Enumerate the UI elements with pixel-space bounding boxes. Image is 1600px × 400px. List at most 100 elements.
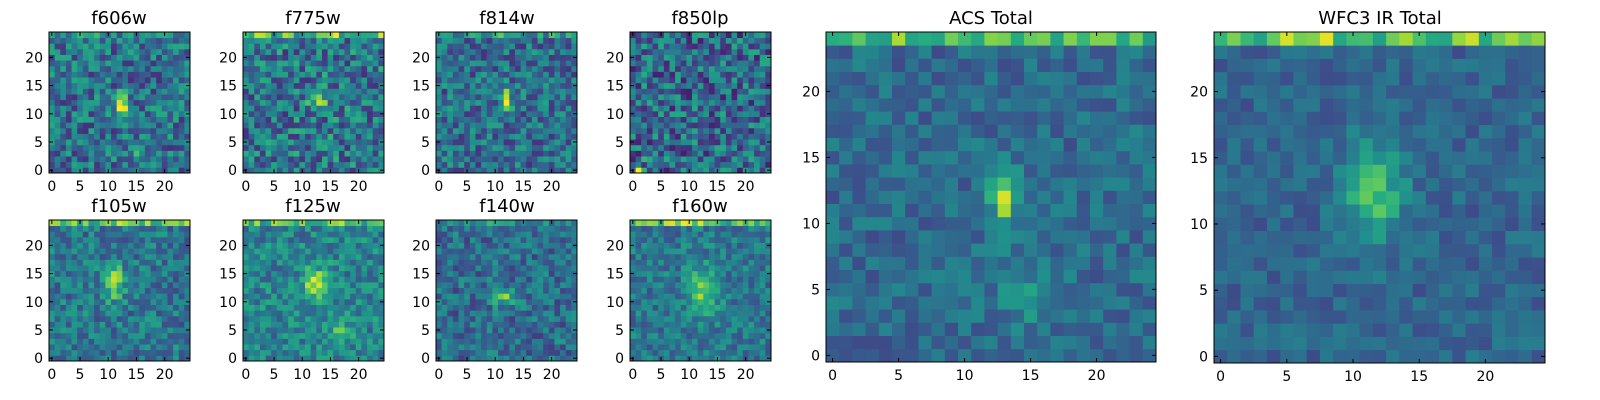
heatmap-cell	[88, 54, 95, 61]
heatmap-cell	[509, 99, 516, 106]
heatmap-cell	[293, 304, 300, 311]
heatmap-cell	[139, 65, 146, 72]
heatmap-cell	[526, 133, 533, 140]
heatmap-cell	[54, 32, 61, 39]
heatmap-cell	[652, 156, 659, 163]
heatmap-cell	[520, 127, 527, 134]
heatmap-cell	[94, 43, 101, 50]
heatmap-cell	[641, 315, 648, 322]
heatmap-cell	[338, 248, 345, 255]
heatmap-cell	[509, 139, 516, 146]
heatmap-cell	[299, 156, 306, 163]
heatmap-cell	[299, 37, 306, 44]
heatmap-cell	[458, 77, 465, 84]
heatmap-cell	[742, 122, 749, 129]
heatmap-cell	[742, 94, 749, 101]
heatmap-cell	[378, 338, 385, 345]
heatmap-cell	[531, 116, 538, 123]
heatmap-cell	[178, 315, 185, 322]
heatmap-cell	[492, 99, 499, 106]
heatmap-cell	[173, 77, 180, 84]
heatmap-cell	[526, 276, 533, 283]
heatmap-cell	[571, 116, 578, 123]
heatmap-cell	[680, 94, 687, 101]
heatmap-cell	[641, 310, 648, 317]
heatmap-cell	[144, 231, 151, 238]
heatmap-cell	[458, 54, 465, 61]
heatmap-cell	[565, 248, 572, 255]
heatmap-cell	[714, 116, 721, 123]
heatmap-cell	[82, 150, 89, 157]
heatmap-cell	[144, 110, 151, 117]
heatmap-cell	[737, 32, 744, 39]
heatmap-cell	[378, 310, 385, 317]
heatmap-cell	[94, 276, 101, 283]
heatmap-cell	[54, 156, 61, 163]
heatmap-cell	[99, 231, 106, 238]
heatmap-cell	[543, 293, 550, 300]
heatmap-cell	[333, 71, 340, 78]
heatmap-cell	[293, 298, 300, 305]
heatmap-cell	[686, 282, 693, 289]
x-tick-label: 20	[156, 367, 174, 383]
heatmap-cell	[321, 321, 328, 328]
heatmap-cell	[675, 282, 682, 289]
heatmap-cell	[293, 315, 300, 322]
heatmap-cell	[635, 327, 642, 334]
heatmap-cell	[88, 236, 95, 243]
heatmap-cell	[509, 156, 516, 163]
heatmap-cell	[161, 37, 168, 44]
heatmap-cell	[293, 282, 300, 289]
heatmap-cell	[526, 304, 533, 311]
heatmap-cell	[464, 144, 471, 151]
heatmap-cell	[708, 150, 715, 157]
heatmap-cell	[111, 282, 118, 289]
heatmap-cell	[327, 265, 334, 272]
heatmap-cell	[265, 248, 272, 255]
heatmap-cell	[361, 332, 368, 339]
heatmap-cell	[88, 220, 95, 227]
heatmap-cell	[498, 122, 505, 129]
heatmap-cell	[697, 32, 704, 39]
heatmap-cell	[316, 161, 323, 168]
heatmap-cell	[288, 88, 295, 95]
y-tick-label: 10	[25, 295, 43, 311]
heatmap-cell	[481, 32, 488, 39]
heatmap-cell	[333, 133, 340, 140]
heatmap-cell	[293, 43, 300, 50]
heatmap-cell	[714, 332, 721, 339]
heatmap-cell	[737, 282, 744, 289]
heatmap-cell	[714, 298, 721, 305]
x-tick-label: 0	[241, 367, 250, 383]
heatmap-cell	[635, 321, 642, 328]
heatmap-cell	[378, 43, 385, 50]
heatmap-cell	[161, 60, 168, 67]
heatmap-cell	[565, 161, 572, 168]
heatmap-cell	[111, 105, 118, 112]
heatmap-cell	[509, 43, 516, 50]
heatmap-cell	[265, 116, 272, 123]
heatmap-cell	[714, 37, 721, 44]
heatmap-cell	[441, 253, 448, 260]
heatmap-cell	[372, 105, 379, 112]
heatmap-cell	[372, 150, 379, 157]
y-tick-label: 20	[412, 238, 430, 254]
heatmap-cell	[720, 139, 727, 146]
heatmap-cell	[276, 293, 283, 300]
heatmap-cell	[105, 332, 112, 339]
heatmap-cell	[635, 332, 642, 339]
heatmap-cell	[144, 161, 151, 168]
heatmap-cell	[288, 37, 295, 44]
heatmap-cell	[531, 304, 538, 311]
heatmap-cell	[663, 321, 670, 328]
heatmap-cell	[77, 344, 84, 351]
heatmap-cell	[458, 332, 465, 339]
heatmap-cell	[475, 242, 482, 249]
x-tick-label: 10	[486, 179, 504, 195]
heatmap-cell	[144, 270, 151, 277]
heatmap-cell	[641, 144, 648, 151]
heatmap-cell	[144, 236, 151, 243]
heatmap-cell	[88, 265, 95, 272]
heatmap-cell	[321, 236, 328, 243]
